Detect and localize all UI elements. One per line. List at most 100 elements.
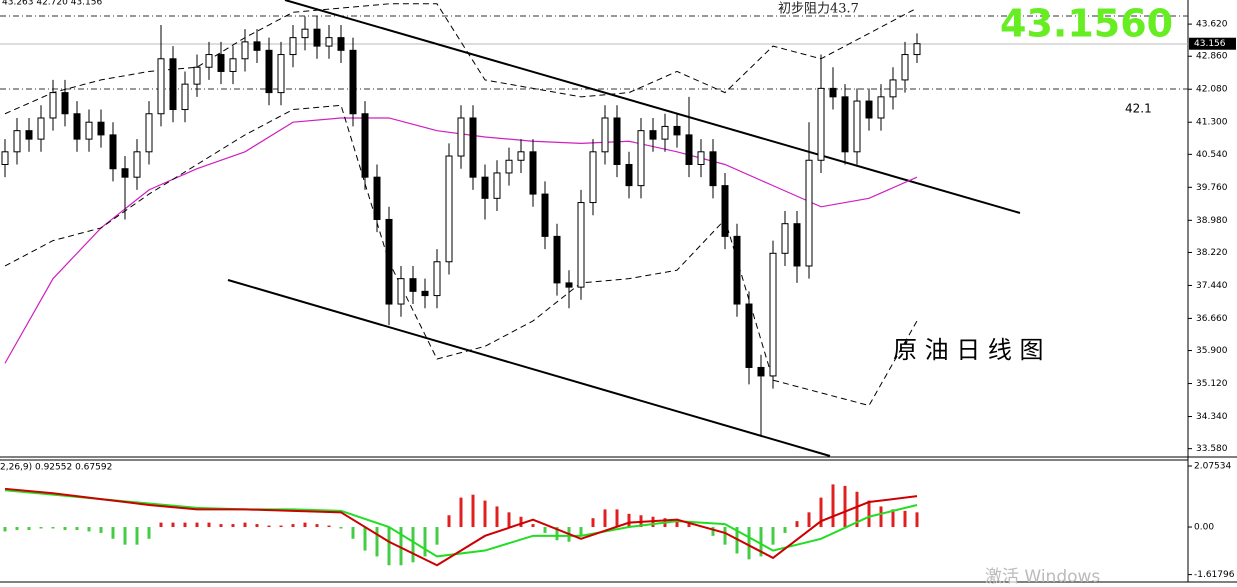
histogram-bar (3, 527, 7, 532)
annotation: 43.1560 (1000, 2, 1173, 46)
candle-body (517, 151, 525, 161)
candle-body (73, 113, 81, 140)
histogram-bar (507, 512, 511, 528)
histogram-bar (783, 527, 787, 533)
histogram-bar (123, 527, 127, 545)
candle-body (661, 125, 669, 140)
histogram-bar (687, 522, 691, 528)
candle-body (901, 54, 909, 81)
trend-line-lower (227, 279, 831, 457)
histogram-bar (339, 527, 343, 529)
candle-body (553, 235, 561, 284)
histogram-bar (255, 524, 259, 528)
candle-body (373, 176, 381, 220)
candle-body (877, 96, 885, 119)
candle-body (241, 41, 249, 60)
candle-body (397, 278, 405, 305)
candle-body (277, 54, 285, 94)
histogram-bar (471, 494, 475, 528)
candle-body (469, 117, 477, 178)
candle-body (853, 100, 861, 153)
candle-body (541, 193, 549, 237)
candle-body (193, 66, 201, 85)
candle-body (625, 163, 633, 187)
histogram-bar (723, 527, 727, 545)
candle-body (169, 58, 177, 111)
annotation: 初步阻力43.7 (778, 2, 859, 17)
candle-body (565, 282, 573, 288)
candle-body (385, 218, 393, 305)
histogram-bar (99, 527, 103, 533)
histogram-bar (483, 500, 487, 528)
y-tick-label: 35.120 (1196, 379, 1228, 389)
candle-body (589, 151, 597, 204)
histogram-bar (399, 527, 403, 566)
histogram-bar (375, 527, 379, 557)
histogram-bar (135, 527, 139, 545)
candle-body (229, 58, 237, 72)
histogram-bar (915, 512, 919, 528)
histogram-bar (267, 525, 271, 528)
y-tick-label: 0.00 (1194, 523, 1214, 533)
histogram-bar (315, 524, 319, 528)
y-tick-label: 37.440 (1196, 281, 1228, 291)
candle-body (25, 130, 33, 140)
candle-body (301, 28, 309, 39)
histogram-bar (195, 522, 199, 528)
histogram-bar (111, 527, 115, 539)
y-tick-label: 43.620 (1196, 20, 1228, 30)
candle-body (265, 49, 273, 94)
candle-body (721, 185, 729, 237)
candle-body (577, 202, 585, 288)
histogram-bar (615, 509, 619, 528)
y-tick-label: 36.660 (1196, 314, 1228, 324)
candle-body (109, 134, 117, 170)
histogram-bar (543, 527, 547, 533)
candle-body (433, 261, 441, 297)
candle-body (649, 130, 657, 140)
candle-body (349, 49, 357, 115)
candle-body (505, 159, 513, 174)
candle-body (181, 83, 189, 111)
candle-body (157, 58, 165, 115)
histogram-bar (303, 522, 307, 528)
y-tick-label: -1.61796 (1194, 570, 1235, 580)
candle-body (13, 130, 21, 153)
candle-body (841, 96, 849, 153)
price-tag: 43.156 (1194, 39, 1226, 49)
histogram-bar (183, 522, 187, 528)
histogram-bar (531, 524, 535, 528)
signal-line (4, 489, 918, 558)
candle-body (325, 37, 333, 47)
histogram-bar (51, 527, 55, 529)
histogram-bar (591, 518, 595, 528)
histogram-bar (15, 527, 19, 530)
candle-body (529, 151, 537, 195)
histogram-bar (75, 527, 79, 530)
candle-body (49, 92, 57, 119)
histogram-bar (87, 527, 91, 532)
candle-body (709, 151, 717, 187)
y-tick-label: 38.220 (1196, 248, 1228, 258)
candle-body (289, 37, 297, 56)
header-text: 43.263 42.720 43.156 (2, 0, 102, 8)
candle-body (829, 87, 837, 98)
candle-body (361, 113, 369, 178)
candle-body (337, 37, 345, 51)
histogram-bar (495, 506, 499, 528)
histogram-bar (27, 527, 31, 530)
y-tick-label: 2.07534 (1194, 462, 1231, 472)
candle-body (85, 121, 93, 140)
candle-body (217, 54, 225, 72)
histogram-bar (819, 497, 823, 528)
histogram-bar (243, 522, 247, 528)
candle-body (481, 176, 489, 199)
candle-body (421, 290, 429, 297)
histogram-bar (843, 485, 847, 528)
price-tag-box (1189, 37, 1236, 50)
candle-body (253, 41, 261, 51)
histogram-bar (387, 527, 391, 566)
histogram-bar (771, 527, 775, 545)
